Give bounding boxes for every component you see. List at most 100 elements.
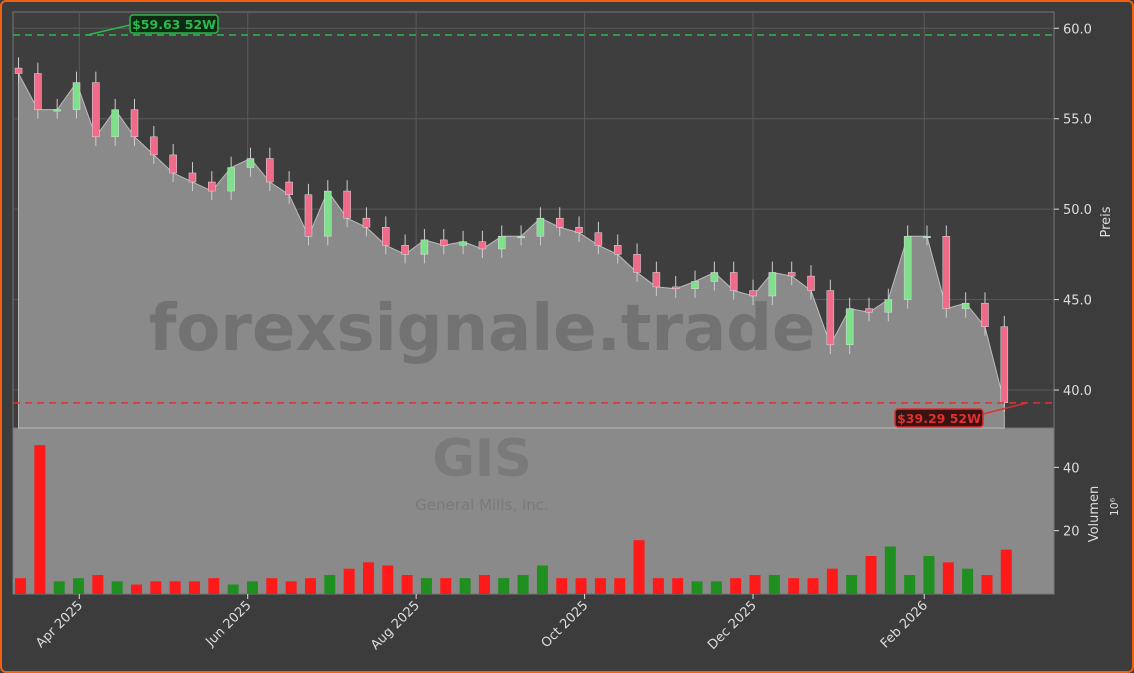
candle-body: [169, 154, 177, 174]
volume-bar: [324, 575, 336, 594]
candle-body: [787, 272, 796, 277]
candle-body: [807, 275, 815, 291]
price-tick-label: 60.0: [1063, 22, 1092, 37]
volume-bar: [266, 578, 278, 594]
volume-bar: [227, 584, 239, 594]
candle-body: [768, 272, 777, 297]
volume-bar: [730, 578, 742, 594]
volume-bar: [768, 575, 780, 594]
candle-body: [826, 290, 835, 346]
volume-bar: [846, 575, 858, 594]
volume-bar: [614, 578, 626, 594]
volume-bar: [169, 581, 181, 594]
candle-body: [633, 254, 641, 273]
volume-bar: [130, 584, 142, 594]
candle-body: [923, 236, 931, 239]
price-axis-label: Preis: [1099, 206, 1114, 237]
time-tick-label: Feb 2026: [878, 598, 931, 651]
volume-bar: [884, 546, 896, 594]
candle-body: [401, 245, 409, 255]
candle-body: [497, 236, 506, 250]
candle-body: [227, 167, 235, 192]
candle-body: [749, 290, 757, 297]
volume-bar: [208, 578, 220, 594]
volume-bar: [459, 578, 471, 594]
candle-body: [420, 239, 429, 255]
volume-tick-label: 40: [1063, 461, 1080, 476]
volume-bar: [15, 578, 27, 594]
volume-bar: [904, 575, 916, 594]
volume-bar: [575, 578, 587, 594]
candle-body: [1000, 326, 1009, 403]
price-tick-label: 50.0: [1063, 203, 1092, 218]
candle-body: [575, 226, 583, 233]
candle-body: [285, 181, 293, 195]
volume-bar: [53, 581, 65, 594]
time-tick-label: Apr 2025: [33, 598, 86, 651]
candle-body: [942, 236, 951, 309]
candle-body: [92, 82, 100, 138]
volume-bar: [285, 581, 297, 594]
volume-axis-label: Volumen: [1087, 486, 1102, 543]
candle-body: [188, 172, 197, 183]
candle-body: [903, 236, 912, 300]
volume-bar: [420, 578, 432, 594]
volume-bar: [111, 581, 123, 594]
volume-bar: [188, 581, 200, 594]
volume-bar: [246, 581, 258, 594]
time-tick-label: Dec 2025: [705, 598, 760, 653]
candle-body: [652, 272, 661, 288]
volume-bar: [92, 575, 104, 594]
annotation-box: [129, 14, 219, 34]
candle-body: [53, 109, 61, 112]
candle-body: [111, 109, 119, 138]
volume-bar: [749, 575, 761, 594]
volume-bar: [962, 568, 974, 594]
volume-bar: [343, 568, 355, 594]
volume-bar: [981, 575, 993, 594]
annotation-arrow: [86, 24, 131, 36]
company-watermark: General Mills, Inc.: [415, 496, 549, 514]
candle-body: [324, 190, 332, 237]
candle-body: [613, 245, 622, 255]
candle-body: [343, 190, 351, 219]
volume-bar: [517, 575, 529, 594]
volume-bar: [652, 578, 664, 594]
candle-body: [710, 272, 719, 282]
candle-body: [459, 241, 467, 246]
volume-bar: [594, 578, 606, 594]
volume-bar: [401, 575, 413, 594]
candle-body: [884, 299, 893, 313]
volume-bar: [923, 556, 935, 594]
candle-body: [362, 217, 371, 228]
time-tick-label: Oct 2025: [539, 598, 592, 651]
ticker-watermark: GIS: [432, 429, 531, 489]
candle-body: [594, 232, 603, 246]
volume-bar: [382, 565, 394, 594]
time-tick-label: Aug 2025: [368, 598, 423, 653]
volume-bar: [807, 578, 819, 594]
candle-body: [34, 73, 42, 110]
candle-body: [14, 67, 23, 74]
volume-bar: [942, 562, 954, 594]
price-tick-label: 40.0: [1063, 384, 1092, 399]
volume-bar: [150, 581, 162, 594]
candle-body: [266, 158, 274, 183]
volume-bar: [478, 575, 490, 594]
volume-bar: [865, 556, 877, 594]
candle-body: [130, 109, 139, 138]
candle-body: [536, 217, 545, 237]
volume-bar: [73, 578, 85, 594]
volume-tick-label: 20: [1063, 525, 1080, 540]
volume-bar: [1000, 549, 1012, 594]
candle-body: [961, 302, 970, 309]
volume-bar: [691, 581, 703, 594]
volume-bar: [788, 578, 800, 594]
volume-panel: [12, 427, 1055, 595]
volume-bar: [440, 578, 452, 594]
candle-body: [382, 226, 390, 246]
52w-high-label: $59.63 52W: [132, 17, 216, 32]
volume-bar: [672, 578, 684, 594]
time-tick-label: Jun 2025: [203, 598, 255, 650]
